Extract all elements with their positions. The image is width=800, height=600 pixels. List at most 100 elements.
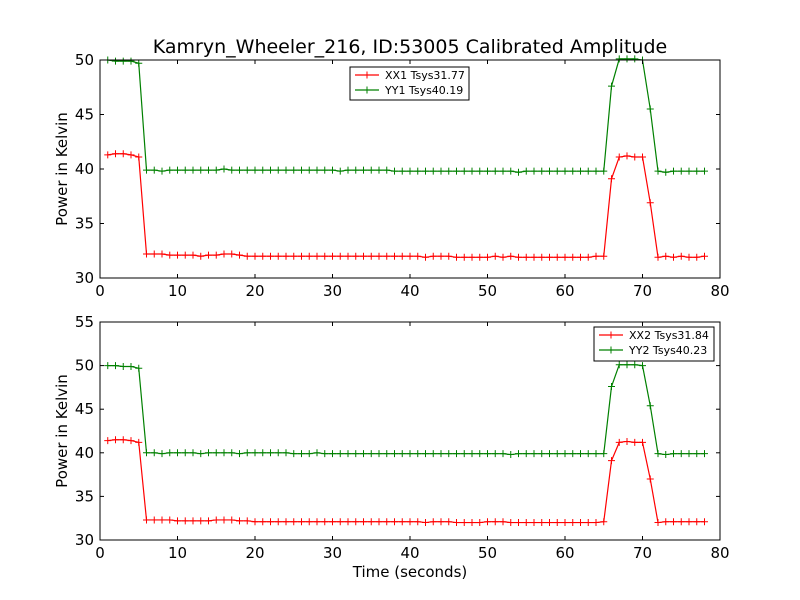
data-point: [631, 438, 639, 446]
data-point: [484, 518, 491, 526]
data-point: [437, 518, 445, 526]
x-tick-label: 50: [478, 282, 497, 300]
legend-entry: XX1 Tsys31.77: [355, 69, 465, 82]
data-point: [584, 167, 592, 175]
data-point: [104, 437, 112, 445]
data-point: [112, 57, 119, 65]
data-point: [460, 450, 468, 458]
data-point: [538, 450, 546, 458]
data-point: [383, 450, 391, 458]
data-point: [445, 450, 453, 458]
data-point: [243, 449, 251, 457]
data-point: [646, 105, 654, 113]
data-point: [143, 250, 150, 258]
data-point: [360, 166, 367, 174]
data-point: [329, 450, 336, 458]
data-point: [251, 252, 259, 260]
data-point: [623, 361, 631, 369]
data-point: [174, 449, 181, 457]
data-point: [220, 449, 228, 457]
data-point: [166, 166, 174, 174]
data-point: [662, 252, 670, 260]
data-point: [445, 252, 453, 260]
data-point: [228, 449, 236, 457]
data-point: [406, 252, 414, 260]
data-point: [453, 167, 460, 175]
data-point: [538, 167, 546, 175]
data-point: [670, 253, 677, 261]
data-point: [305, 166, 313, 174]
x-tick-label: 10: [168, 282, 187, 300]
data-point: [546, 519, 553, 527]
data-point: [220, 516, 228, 524]
data-point: [468, 167, 476, 175]
data-point: [499, 518, 507, 526]
y-axis-label: Power in Kelvin: [53, 112, 71, 226]
data-point: [127, 151, 135, 159]
data-point: [522, 167, 530, 175]
data-point: [274, 518, 282, 526]
plot-panel-top: 0 10 20 30 40 50 60 70 80 30 35 40 45 50 Power in Kelv…: [53, 51, 730, 300]
data-point: [530, 519, 538, 527]
data-point: [670, 167, 677, 175]
data-point: [615, 153, 623, 161]
data-point: [189, 517, 197, 525]
data-point: [150, 449, 158, 457]
data-point: [150, 516, 158, 524]
data-point: [522, 450, 530, 458]
data-point: [197, 252, 205, 260]
data-point: [127, 57, 135, 65]
data-point: [290, 450, 298, 458]
x-tick-label: 80: [710, 544, 729, 562]
data-point: [623, 437, 631, 445]
data-point: [367, 450, 375, 458]
data-point: [600, 450, 608, 458]
data-point: [313, 449, 321, 457]
data-point: [135, 59, 143, 67]
data-point: [282, 252, 290, 260]
data-point: [344, 166, 352, 174]
data-point: [685, 450, 693, 458]
series-2: [104, 55, 708, 176]
data-point: [282, 518, 290, 526]
legend-box: [349, 66, 470, 101]
data-point: [693, 167, 701, 175]
data-point: [383, 166, 391, 174]
data-point: [243, 252, 251, 260]
data-point: [437, 450, 445, 458]
data-point: [693, 518, 701, 526]
data-point: [212, 516, 220, 524]
data-point: [336, 252, 344, 260]
data-point: [236, 166, 243, 174]
plot-panel-bottom: 0 10 20 30 40 50 60 70 80 30 35 40 45 50 55 Power in Ke…: [53, 313, 730, 581]
data-point: [592, 252, 600, 260]
data-point: [290, 518, 298, 526]
data-point: [352, 166, 360, 174]
data-point: [406, 518, 414, 526]
legend-label: XX1 Tsys31.77: [385, 69, 465, 82]
data-point: [143, 166, 150, 174]
data-point: [344, 252, 352, 260]
data-point: [150, 250, 158, 258]
data-point: [282, 449, 290, 457]
data-point: [608, 82, 615, 90]
data-point: [259, 518, 267, 526]
data-point: [577, 167, 584, 175]
data-point: [197, 450, 205, 458]
data-point: [677, 167, 685, 175]
legend-label: XX2 Tsys31.84: [629, 329, 709, 342]
data-point: [515, 253, 522, 261]
x-tick-label: 0: [95, 544, 105, 562]
x-tick-label: 80: [710, 282, 729, 300]
data-point: [476, 450, 484, 458]
data-point: [367, 166, 375, 174]
data-point: [507, 451, 515, 459]
x-tick-label: 0: [95, 282, 105, 300]
data-point: [422, 450, 429, 458]
data-point: [383, 252, 391, 260]
data-point: [499, 167, 507, 175]
data-point: [592, 519, 600, 527]
data-point: [429, 252, 437, 260]
data-point: [553, 519, 561, 527]
data-point: [507, 252, 515, 260]
